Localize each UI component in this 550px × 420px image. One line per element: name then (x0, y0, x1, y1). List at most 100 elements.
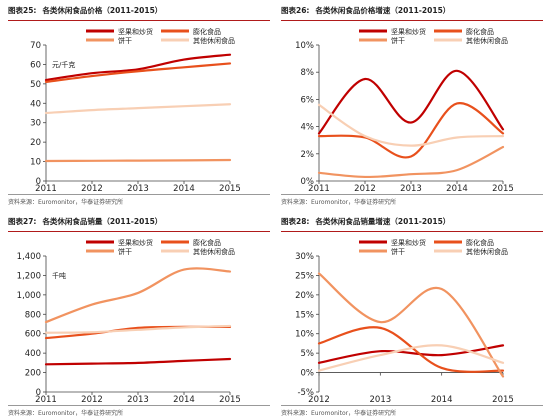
x-tick-label: 2012 (308, 395, 330, 404)
series-line (317, 103, 505, 147)
y-tick-label: 1,400 (17, 252, 41, 262)
legend-label: 膨化食品 (466, 27, 494, 36)
source-rule (281, 405, 543, 406)
chart-panel-price-growth: 图表26: 各类休闲食品价格增速（2011-2015） 0% 2% 4% 6% 8% 10%… (281, 5, 543, 206)
x-tick-label: 2014 (446, 184, 468, 193)
legend-label: 坚果和炒货 (391, 27, 426, 36)
y-tick-label: 10 (30, 158, 41, 168)
title-rule (281, 231, 543, 232)
y-tick-label: 50 (30, 80, 41, 90)
y-tick-label: 70 (30, 41, 41, 51)
series-line (317, 272, 505, 378)
chart-svg: 0% 2% 4% 6% 8% 10% 2011 2012 2013 2014 2015 坚果和炒货 膨化… (295, 27, 514, 193)
legend-label: 坚果和炒货 (118, 238, 153, 247)
series-line (317, 145, 505, 179)
line-chart: 0 10 20 30 40 50 60 70 2011 2012 2013 2014 2015 元/千克 坚… (8, 25, 270, 193)
legend-label: 饼干 (118, 36, 132, 45)
y-tick-label: 1,200 (17, 271, 41, 281)
title-rule (8, 20, 270, 21)
figure-title: 各类休闲食品价格增速（2011-2015） (315, 6, 451, 15)
x-tick-label: 2013 (400, 184, 422, 193)
x-tick-label: 2012 (81, 395, 103, 404)
chart-panel-price: 图表25: 各类休闲食品价格（2011-2015） 0 10 20 30 40 50 60 70… (8, 5, 270, 206)
x-tick-label: 2014 (431, 395, 453, 404)
figure-number: 图表26: (281, 6, 310, 15)
y-tick-label: 15% (295, 310, 314, 320)
series-line (44, 324, 232, 334)
y-tick-label: 800 (25, 310, 41, 320)
y-tick-label: 4% (301, 123, 315, 133)
figure-number: 图表27: (8, 217, 37, 226)
source-note: 资料来源：Euromonitor，华泰证券研究所 (8, 410, 124, 417)
y-tick-label: 0% (301, 369, 315, 379)
legend-label: 膨化食品 (193, 238, 221, 247)
panel-title: 图表25: 各类休闲食品价格（2011-2015） (8, 5, 270, 19)
y-tick-label: 2% (301, 150, 315, 160)
series-line (317, 326, 505, 373)
series-line (44, 267, 232, 324)
x-tick-label: 2015 (219, 184, 241, 193)
x-tick-label: 2015 (219, 395, 241, 404)
series-line (44, 103, 232, 115)
source-rule (8, 405, 270, 406)
legend-label: 其他休闲食品 (193, 36, 235, 45)
series-line (44, 53, 232, 82)
series-line (44, 158, 232, 163)
panel-title: 图表26: 各类休闲食品价格增速（2011-2015） (281, 5, 543, 19)
y-tick-label: 30 (30, 119, 41, 129)
line-chart: 0 200 400 600 800 1,000 1,200 1,400 2011 2012 2013… (8, 236, 270, 404)
figure-title: 各类休闲食品价格（2011-2015） (42, 6, 163, 15)
x-tick-label: 2011 (35, 395, 57, 404)
x-tick-label: 2015 (492, 395, 514, 404)
title-rule (8, 231, 270, 232)
y-tick-label: 20 (30, 138, 41, 148)
y-tick-label: 30% (295, 252, 314, 262)
x-tick-label: 2013 (127, 395, 149, 404)
y-tick-label: 60 (30, 60, 41, 70)
figure-number: 图表28: (281, 217, 310, 226)
legend-label: 饼干 (391, 247, 405, 256)
figure-number: 图表25: (8, 6, 37, 15)
panel-title: 图表28: 各类休闲食品销量增速（2011-2015） (281, 216, 543, 230)
series-line (44, 62, 232, 84)
source-note: 资料来源：Euromonitor，华泰证券研究所 (8, 199, 124, 206)
series-line (44, 357, 232, 366)
legend-label: 膨化食品 (466, 238, 494, 247)
y-tick-label: 40 (30, 99, 41, 109)
legend-label: 膨化食品 (193, 27, 221, 36)
figure-title: 各类休闲食品销量（2011-2015） (42, 217, 163, 226)
source-rule (8, 194, 270, 195)
panel-title: 图表27: 各类休闲食品销量（2011-2015） (8, 216, 270, 230)
title-rule (281, 20, 543, 21)
unit-label: 元/千克 (52, 60, 75, 69)
series-line (317, 344, 505, 372)
series-line (317, 69, 505, 135)
y-tick-label: 25% (295, 271, 314, 281)
y-tick-label: -5% (297, 388, 314, 398)
y-tick-label: 20% (295, 291, 314, 301)
y-tick-label: 200 (25, 369, 41, 379)
y-tick-label: 8% (301, 68, 315, 78)
figure-title: 各类休闲食品销量增速（2011-2015） (315, 217, 451, 226)
unit-label: 千吨 (52, 271, 66, 280)
y-tick-label: 5% (301, 349, 315, 359)
x-tick-label: 2011 (308, 184, 330, 193)
x-tick-label: 2013 (127, 184, 149, 193)
x-tick-label: 2015 (492, 184, 514, 193)
line-chart: 0% 2% 4% 6% 8% 10% 2011 2012 2013 2014 2015 坚果和炒货 膨化… (281, 25, 543, 193)
y-tick-label: 10% (295, 41, 314, 51)
x-tick-label: 2012 (81, 184, 103, 193)
y-tick-label: 10% (295, 330, 314, 340)
chart-panel-volume-growth: 图表28: 各类休闲食品销量增速（2011-2015） -5% 0% 5% 10% 15%… (281, 216, 543, 420)
x-tick-label: 2014 (173, 184, 195, 193)
legend-label: 其他休闲食品 (466, 247, 508, 256)
chart-svg: 0 10 20 30 40 50 60 70 2011 2012 2013 2014 2015 元/千克 坚… (30, 27, 241, 193)
chart-svg: 0 200 400 600 800 1,000 1,200 1,400 2011 2012 2013… (17, 238, 241, 404)
y-tick-label: 0% (301, 177, 315, 187)
y-tick-label: 6% (301, 95, 315, 105)
y-tick-label: 400 (25, 349, 41, 359)
x-tick-label: 2011 (35, 184, 57, 193)
legend-label: 其他休闲食品 (193, 247, 235, 256)
series-line (317, 102, 505, 159)
